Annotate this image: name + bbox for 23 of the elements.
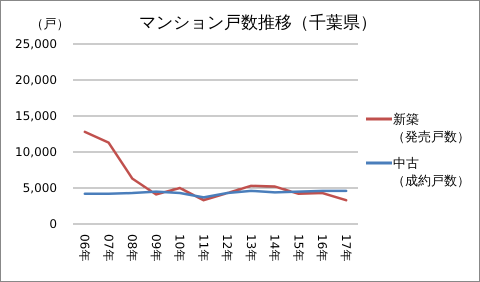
y-tick-label: 5,000 xyxy=(22,181,57,196)
x-tick-label: 16年 xyxy=(315,234,330,262)
legend-label: 中古（成約戸数） xyxy=(392,156,470,190)
y-axis-title: （戸） xyxy=(30,17,70,32)
legend-label: 新築（発売戸数） xyxy=(392,112,470,146)
y-tick-label: 25,000 xyxy=(15,37,57,52)
x-tick-label: 14年 xyxy=(268,234,282,262)
x-tick-label: 09年 xyxy=(148,234,163,262)
chart-title: マンション戸数推移（千葉県） xyxy=(139,13,377,33)
line-series xyxy=(84,190,348,199)
x-tick-label: 11年 xyxy=(196,234,210,262)
x-tick-label: 13年 xyxy=(244,234,258,262)
y-tick-label: 10,000 xyxy=(15,145,57,160)
x-tick-label: 12年 xyxy=(220,234,234,262)
y-tick-label: 0 xyxy=(49,217,57,232)
y-tick-label: 15,000 xyxy=(15,109,57,124)
x-tick-label: 17年 xyxy=(338,234,353,262)
x-tick-label: 15年 xyxy=(291,234,306,262)
y-tick-label: 20,000 xyxy=(15,73,57,88)
x-tick-label: 06年 xyxy=(78,234,92,262)
x-tick-label: 07年 xyxy=(101,234,116,262)
x-tick-label: 10年 xyxy=(172,234,187,262)
x-tick-label: 08年 xyxy=(125,234,140,262)
